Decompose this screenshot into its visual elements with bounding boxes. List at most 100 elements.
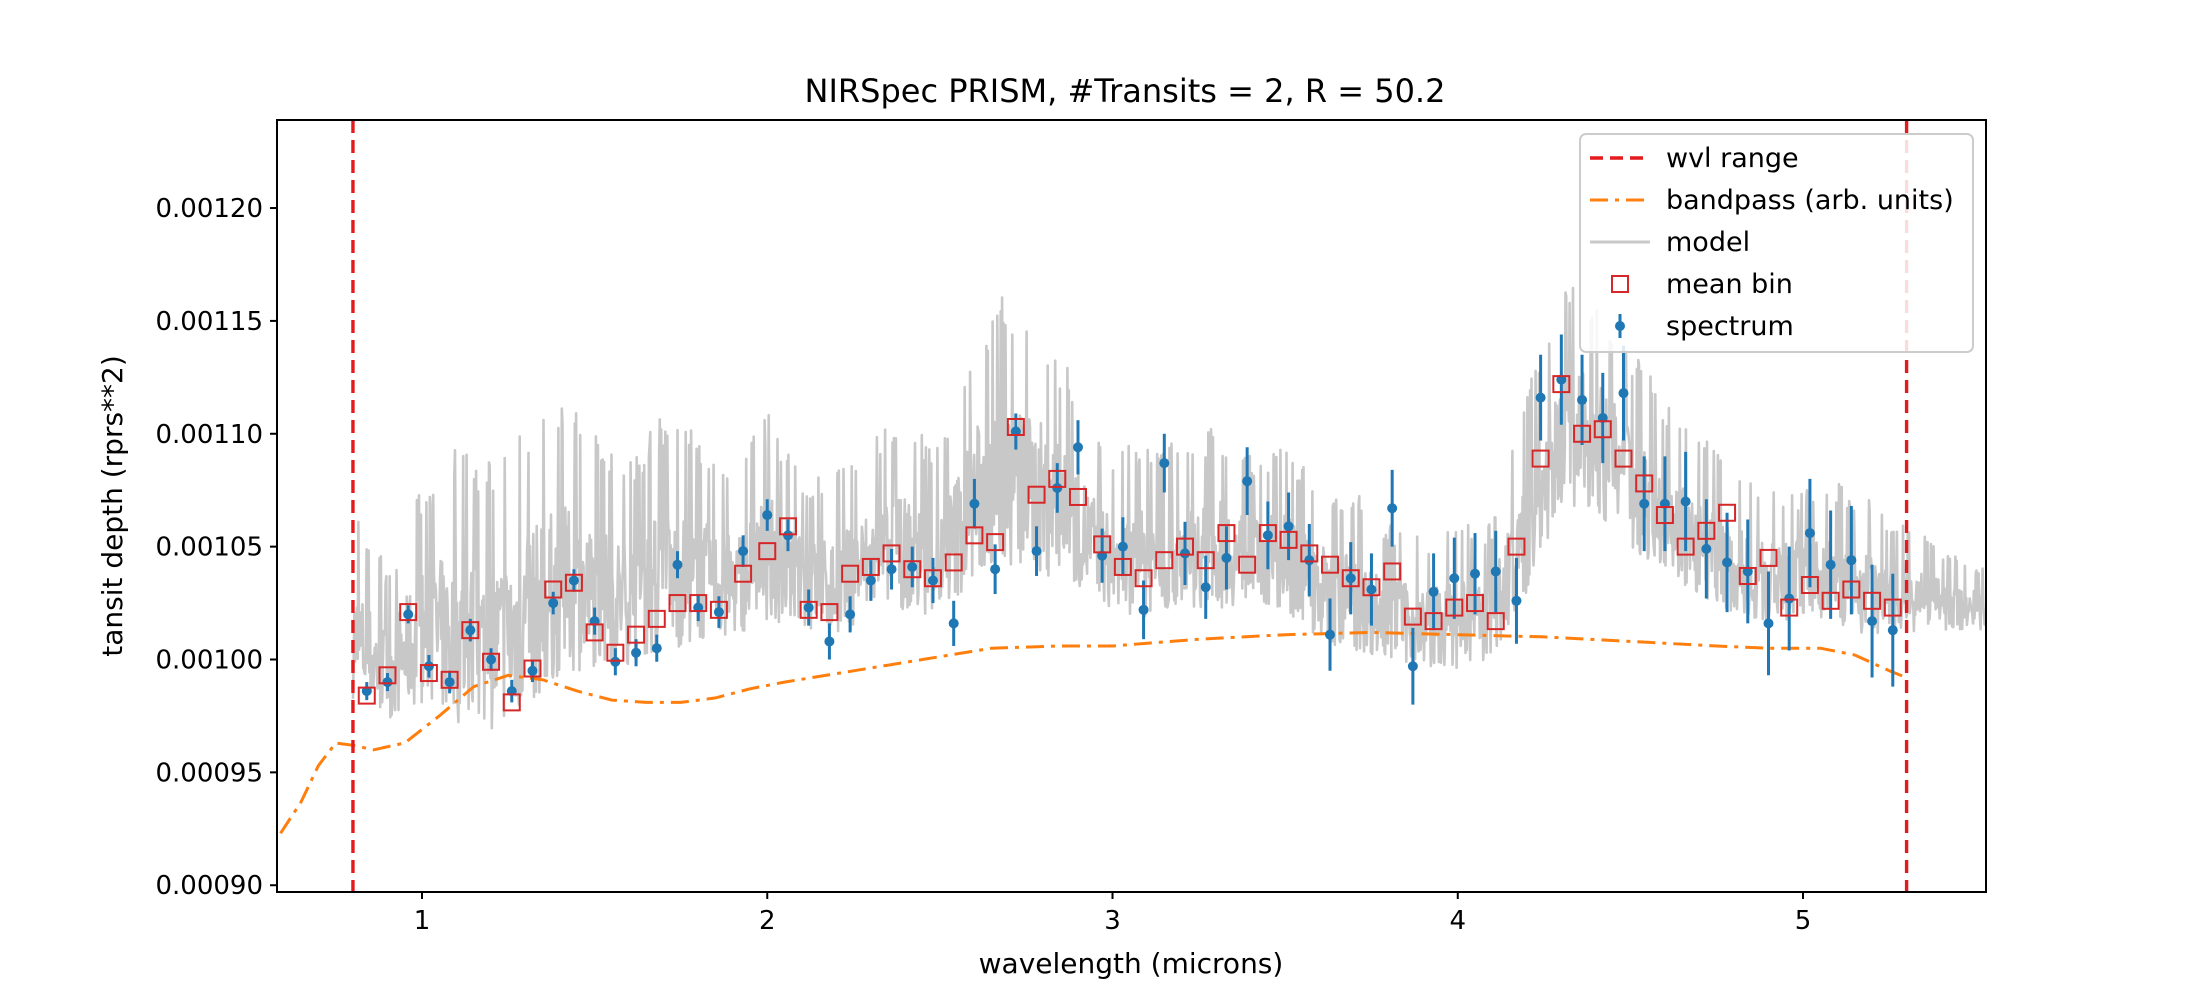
mean-bin-marker [734, 564, 753, 583]
spectrum-point [1680, 451, 1691, 552]
spectrum-marker [1072, 442, 1083, 453]
spectrum-marker [1031, 546, 1042, 557]
mean-bin-marker [1258, 524, 1277, 543]
mean-bin-marker [564, 573, 583, 592]
spectrum-point [1325, 598, 1336, 671]
mean-bin-marker [986, 533, 1005, 552]
legend-label: wvl range [1666, 143, 1799, 174]
spectrum-point [1825, 510, 1836, 619]
spectrum-layer [361, 334, 1898, 705]
spectrum-point [1283, 492, 1294, 561]
spectrum-marker [969, 498, 980, 509]
y-tick-label: 0.00105 [155, 533, 263, 563]
spectrum-marker [1345, 573, 1356, 584]
y-tick-label: 0.00095 [155, 758, 263, 788]
spectrum-point [1577, 354, 1588, 446]
spectrum-point [927, 557, 938, 604]
spectrum-marker [1407, 661, 1418, 672]
spectrum-point [672, 551, 683, 579]
spectrum-point [886, 548, 897, 590]
spectrum-point [1138, 580, 1149, 640]
spectrum-marker [1262, 530, 1273, 541]
spectrum-point [1345, 542, 1356, 615]
mean-bin-marker [1842, 580, 1861, 599]
mean-bin-marker [606, 643, 625, 662]
spectrum-point [444, 670, 455, 694]
mean-bin-marker [1466, 594, 1485, 613]
mean-bin-marker [1006, 417, 1025, 436]
spectrum-point [990, 544, 1001, 595]
spectrum-point [1804, 478, 1815, 588]
mean-bin-marker [482, 652, 501, 671]
legend-swatch [1611, 275, 1629, 293]
mean-bin-marker [1300, 544, 1319, 563]
spectrum-marker [527, 665, 538, 676]
mean-bin-marker [882, 544, 901, 563]
spectrum-point [1763, 571, 1774, 676]
mean-bin-marker [1780, 598, 1799, 617]
mean-bin-marker [689, 594, 708, 613]
mean-bin-marker [965, 526, 984, 545]
spectrum-point [1449, 537, 1460, 619]
spectrum-marker [1428, 586, 1439, 597]
spectrum-marker [1680, 496, 1691, 507]
spectrum-point [1470, 533, 1481, 615]
spectrum-point [1535, 354, 1546, 441]
spectrum-point [1887, 573, 1898, 687]
spectrum-point [1407, 627, 1418, 705]
mean-bin-marker [1821, 591, 1840, 610]
spectrum-point [803, 589, 814, 626]
spectrum-marker [1138, 604, 1149, 615]
mean-bin-marker [440, 670, 459, 689]
mean-bin-marker [357, 686, 376, 705]
mean-bin-marker [1718, 503, 1737, 522]
y-tick-label: 0.00110 [155, 420, 263, 450]
spectrum-point [1159, 433, 1170, 493]
spectrum-point [738, 535, 749, 567]
plot-area [279, 120, 1986, 892]
mean-bin-marker [1113, 557, 1132, 576]
x-tick-label: 2 [759, 906, 776, 936]
spectrum-point [527, 659, 538, 683]
legend: wvl range bandpass (arb. units) model mean … [1579, 133, 1974, 353]
spectrum-marker [1470, 568, 1481, 579]
mean-bin-marker [378, 666, 397, 685]
spectrum-marker [444, 677, 455, 688]
model-layer [351, 286, 1986, 730]
mean-bin-marker [502, 693, 521, 712]
spectrum-marker [824, 636, 835, 647]
mean-bin-marker [1093, 535, 1112, 554]
mean-bin-layer [357, 375, 1902, 712]
spectrum-marker [1511, 595, 1522, 606]
spectrum-marker [803, 602, 814, 613]
spectrum-marker [486, 654, 497, 665]
mean-bin-marker [903, 560, 922, 579]
spectrum-marker [1804, 528, 1815, 539]
spectrum-point [969, 478, 980, 529]
spectrum-marker [1722, 557, 1733, 568]
spectrum-marker [1200, 582, 1211, 593]
spectrum-marker [1763, 618, 1774, 629]
spectrum-marker [738, 546, 749, 557]
mean-bin-marker [1217, 524, 1236, 543]
spectrum-marker [865, 575, 876, 586]
spectrum-marker [1242, 476, 1253, 487]
spectrum-marker [403, 609, 414, 620]
mean-bin-marker [523, 659, 542, 678]
mean-bin-marker [944, 553, 963, 572]
spectrum-marker [1449, 573, 1460, 584]
mean-bin-marker [1552, 375, 1571, 394]
x-axis-title: wavelength (microns) [979, 947, 1284, 980]
x-tick-label: 3 [1104, 906, 1121, 936]
legend-item-spectrum: spectrum [1615, 311, 1794, 342]
spectrum-point [1366, 553, 1377, 626]
spectrum-marker [465, 625, 476, 636]
spectrum-point [1221, 526, 1232, 590]
legend-label: model [1666, 227, 1750, 258]
spectrum-point [1072, 420, 1083, 475]
spectrum-marker [1784, 593, 1795, 604]
mean-bin-marker [758, 542, 777, 561]
y-tick-label: 0.00100 [155, 645, 263, 675]
spectrum-point [1511, 557, 1522, 644]
